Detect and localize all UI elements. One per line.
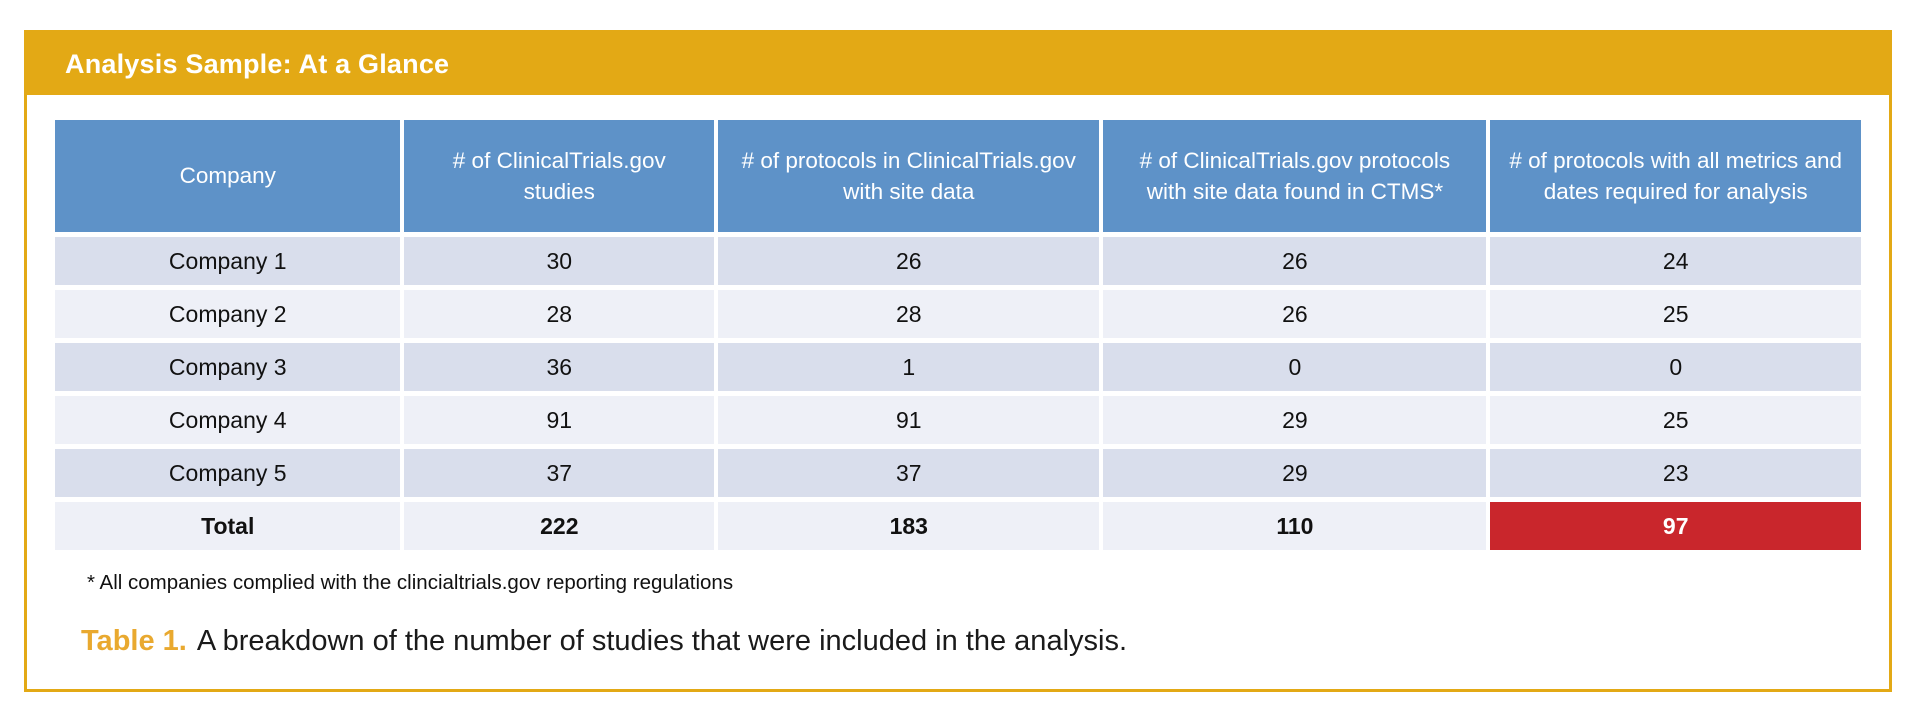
column-header-studies: # of ClinicalTrials.gov studies	[404, 120, 715, 232]
value-cell: 0	[1490, 343, 1861, 391]
company-cell: Company 4	[55, 396, 401, 444]
analysis-sample-card: Analysis Sample: At a Glance Company # o…	[24, 30, 1892, 692]
table-footnote: * All companies complied with the clinci…	[87, 571, 734, 594]
value-cell: 1	[718, 343, 1100, 391]
table-caption: Table 1. A breakdown of the number of stu…	[81, 625, 1865, 658]
value-cell: 25	[1490, 290, 1861, 338]
header-row: Company # of ClinicalTrials.gov studies …	[55, 120, 1861, 232]
card-title: Analysis Sample: At a Glance	[65, 48, 450, 79]
value-cell: 23	[1490, 449, 1861, 497]
value-cell: 24	[1490, 237, 1861, 285]
company-cell: Company 2	[55, 290, 401, 338]
caption-text: A breakdown of the number of studies tha…	[196, 625, 1128, 657]
company-cell: Company 3	[55, 343, 401, 391]
value-cell: 91	[404, 396, 715, 444]
analysis-table: Company # of ClinicalTrials.gov studies …	[51, 115, 1865, 555]
column-header-protocols-ctms: # of ClinicalTrials.gov protocols with s…	[1103, 120, 1487, 232]
table-row-company-5: Company 5 37 37 29 23	[55, 449, 1861, 497]
value-cell: 25	[1490, 396, 1861, 444]
caption-label: Table 1.	[81, 625, 187, 657]
value-cell: 26	[1103, 290, 1487, 338]
value-cell: 91	[718, 396, 1100, 444]
table-row-company-4: Company 4 91 91 29 25	[55, 396, 1861, 444]
company-cell: Company 1	[55, 237, 401, 285]
value-cell: 26	[1103, 237, 1487, 285]
table-body: Company 1 30 26 26 24 Company 2 28 28 26…	[55, 237, 1861, 550]
value-cell: 29	[1103, 449, 1487, 497]
table-row-total: Total 222 183 110 97	[55, 502, 1861, 550]
total-value-cell: 110	[1103, 502, 1487, 550]
total-value-cell: 183	[718, 502, 1100, 550]
company-cell: Company 5	[55, 449, 401, 497]
column-header-protocols-site-data: # of protocols in ClinicalTrials.gov wit…	[718, 120, 1100, 232]
table-row-company-2: Company 2 28 28 26 25	[55, 290, 1861, 338]
total-value-cell-highlighted: 97	[1490, 502, 1861, 550]
value-cell: 30	[404, 237, 715, 285]
value-cell: 28	[404, 290, 715, 338]
value-cell: 29	[1103, 396, 1487, 444]
card-header-band: Analysis Sample: At a Glance	[27, 33, 1889, 95]
value-cell: 37	[404, 449, 715, 497]
table-row-company-3: Company 3 36 1 0 0	[55, 343, 1861, 391]
value-cell: 26	[718, 237, 1100, 285]
value-cell: 37	[718, 449, 1100, 497]
value-cell: 28	[718, 290, 1100, 338]
value-cell: 36	[404, 343, 715, 391]
value-cell: 0	[1103, 343, 1487, 391]
total-value-cell: 222	[404, 502, 715, 550]
table-row-company-1: Company 1 30 26 26 24	[55, 237, 1861, 285]
card-body: Company # of ClinicalTrials.gov studies …	[27, 95, 1889, 658]
column-header-protocols-metrics: # of protocols with all metrics and date…	[1490, 120, 1861, 232]
total-label-cell: Total	[55, 502, 401, 550]
column-header-company: Company	[55, 120, 401, 232]
table-header: Company # of ClinicalTrials.gov studies …	[55, 120, 1861, 232]
